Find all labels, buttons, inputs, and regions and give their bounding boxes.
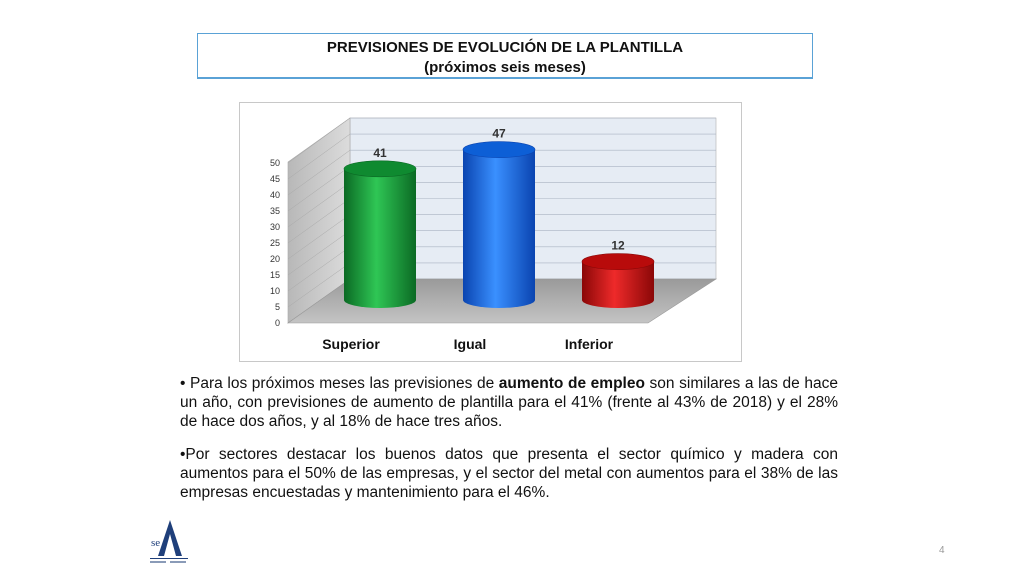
paragraph-employment-forecast: • Para los próximos meses las previsione…: [180, 375, 838, 430]
bar-chart: 0 5 10 15 20 25 30 35 40 45 50 41 47 12 Superior Igua…: [270, 117, 718, 352]
page-number: 4: [939, 545, 945, 556]
y-tick-label: 30: [270, 222, 280, 232]
data-label-inferior: 12: [611, 239, 625, 253]
bold-phrase: aumento de empleo: [498, 375, 645, 392]
paragraph-sectors: •Por sectores destacar los buenos datos …: [180, 446, 838, 501]
y-tick-label: 10: [270, 286, 280, 296]
y-tick-label: 50: [270, 158, 280, 168]
y-tick-label: 0: [275, 318, 280, 328]
page-subtitle: (próximos seis meses): [424, 59, 586, 76]
bar-superior: [343, 160, 417, 308]
data-label-igual: 47: [492, 127, 506, 141]
bar-igual: [462, 141, 536, 308]
data-label-superior: 41: [373, 146, 387, 160]
chart-container: 0 5 10 15 20 25 30 35 40 45 50 41 47 12 Superior Igua…: [239, 102, 742, 362]
y-tick-label: 25: [270, 238, 280, 248]
y-tick-label: 45: [270, 174, 280, 184]
bar-inferior: [581, 253, 655, 308]
x-category-label: Igual: [454, 336, 487, 352]
page-title: PREVISIONES DE EVOLUCIÓN DE LA PLANTILLA: [326, 39, 684, 56]
y-tick-label: 40: [270, 190, 280, 200]
title-box: PREVISIONES DE EVOLUCIÓN DE LA PLANTILLA…: [197, 33, 813, 79]
svg-text:se: se: [151, 537, 160, 549]
x-category-label: Superior: [322, 336, 380, 352]
sea-logo-icon: se: [148, 518, 190, 566]
y-tick-label: 15: [270, 270, 280, 280]
y-tick-label: 20: [270, 254, 280, 264]
y-tick-label: 5: [275, 302, 280, 312]
x-category-label: Inferior: [565, 336, 614, 352]
y-tick-label: 35: [270, 206, 280, 216]
